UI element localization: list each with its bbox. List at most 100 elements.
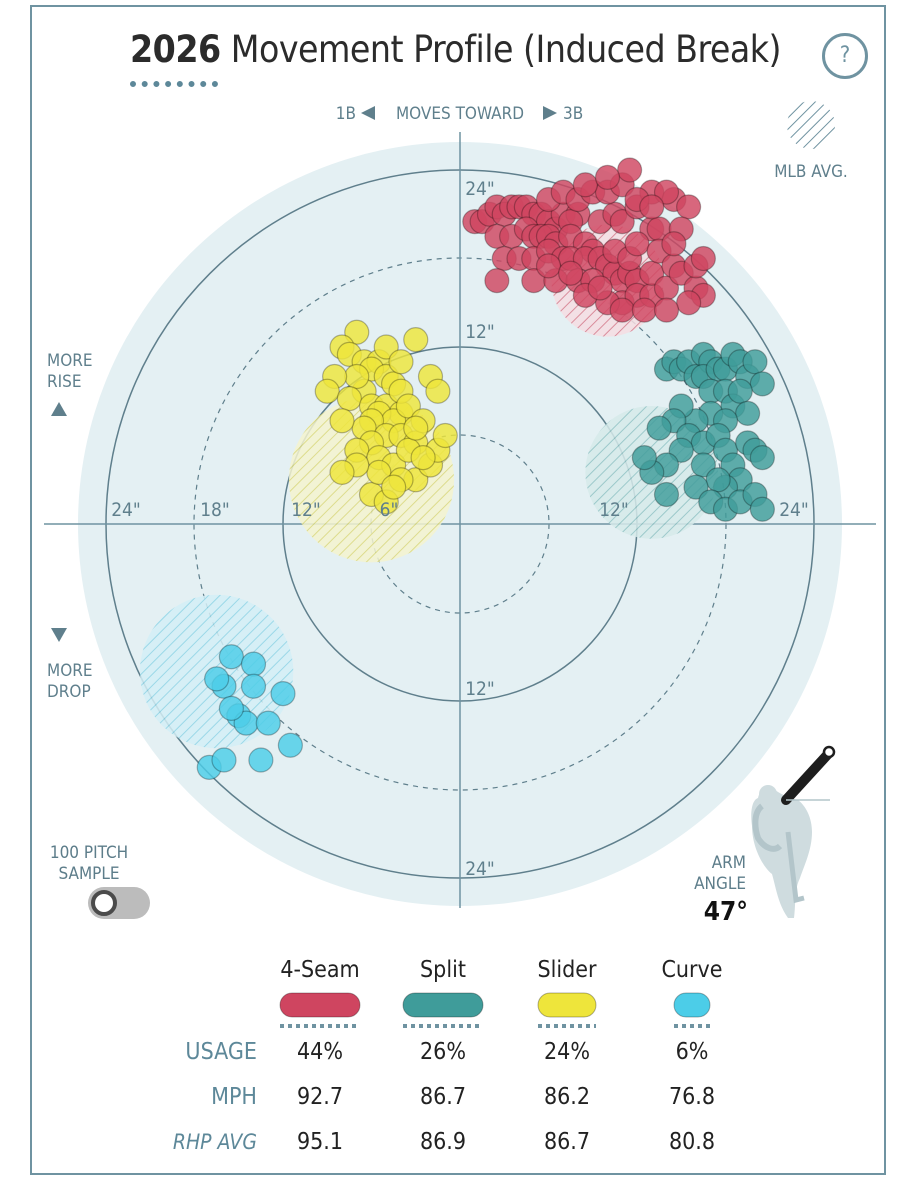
row-label-rhp-avg: RHP AVG <box>173 1130 257 1154</box>
pitch-point-slider <box>336 386 362 412</box>
legend-swatch-4-seam <box>279 992 361 1018</box>
more-drop-line1: MORE <box>47 661 93 681</box>
pitch-point-slider <box>403 415 429 441</box>
tick-label-left-6: 6" <box>380 499 399 521</box>
pitcher-silhouette-icon <box>751 745 836 918</box>
pitch-point-4-seam <box>639 260 665 286</box>
pitch-point-curve <box>218 695 244 721</box>
pitch-point-4-seam <box>631 297 657 323</box>
legend-usage-slider: 24% <box>544 1039 590 1065</box>
pitch-point-4-seam <box>572 172 598 198</box>
pitch-point-split <box>727 378 753 404</box>
pitch-point-4-seam <box>609 209 635 235</box>
legend-rhp-avg-slider: 86.7 <box>544 1129 590 1155</box>
tick-label-top-12: 12" <box>465 321 495 343</box>
pitch-point-slider <box>366 459 392 485</box>
pitch-point-4-seam <box>558 260 584 286</box>
row-label-usage: USAGE <box>185 1039 257 1065</box>
title-year: 2026 <box>130 28 221 71</box>
question-icon: ? <box>839 43 851 68</box>
pitch-point-split <box>749 445 775 471</box>
pitch-point-4-seam <box>594 164 621 190</box>
legend-usage-4-seam: 44% <box>297 1039 343 1065</box>
legend-rhp-avg-4-seam: 95.1 <box>297 1129 343 1155</box>
pitch-points-layer <box>196 157 775 780</box>
pitch-point-slider <box>410 445 436 471</box>
pitch-point-split <box>742 349 768 375</box>
arm-angle-line2: ANGLE <box>694 874 746 894</box>
pitch-legend-table: 4-Seam 44% 92.7 95.1 Split 26% 86.7 86.9 Slider 2… <box>279 957 723 1155</box>
page-title: 2026 Movement Profile (Induced Break) <box>130 28 782 71</box>
help-button[interactable]: ? <box>822 33 868 79</box>
toward-1b-label: 1B <box>336 104 356 124</box>
legend-usage-curve: 6% <box>676 1039 709 1065</box>
pitch-point-curve <box>240 673 267 699</box>
pitch-point-slider <box>314 378 340 404</box>
pitch-point-curve <box>211 747 237 773</box>
arrow-up-icon <box>51 402 67 416</box>
pitch-point-4-seam <box>609 297 635 323</box>
sample-toggle-label: 100 PITCH SAMPLE <box>44 843 134 885</box>
pitch-point-4-seam <box>690 245 716 272</box>
more-rise-line1: MORE <box>47 351 93 371</box>
pitch-point-slider <box>381 474 407 500</box>
pitch-point-split <box>653 481 680 508</box>
pitch-point-4-seam <box>617 157 643 183</box>
arm-angle-line1: ARM <box>711 853 746 873</box>
legend-swatch-curve <box>673 992 711 1018</box>
more-drop-line2: DROP <box>47 682 91 702</box>
pitch-point-slider <box>329 459 355 485</box>
pitch-point-split <box>668 437 694 463</box>
pitch-point-4-seam <box>639 194 665 220</box>
legend-name-4-seam: 4-Seam <box>280 957 359 983</box>
tick-label-top-24: 24" <box>465 178 495 200</box>
tick-label-left-12: 12" <box>291 499 321 521</box>
pitch-point-4-seam <box>661 231 687 257</box>
legend-swatch-split <box>402 992 484 1018</box>
legend-name-curve: Curve <box>661 957 722 983</box>
tick-label-left-24: 24" <box>111 499 141 521</box>
pitch-point-split <box>683 474 709 500</box>
row-label-mph: MPH <box>211 1084 257 1110</box>
legend-mph-curve: 76.8 <box>669 1084 715 1110</box>
tick-label-right-12: 12" <box>599 499 629 521</box>
pitch-point-curve <box>204 666 230 692</box>
sample-label-line1: 100 PITCH <box>49 843 129 863</box>
legend-swatch-slider <box>537 992 597 1018</box>
arrow-down-icon <box>51 628 67 642</box>
pitch-point-slider <box>388 349 414 375</box>
pitch-point-curve <box>255 710 281 736</box>
moves-toward-label: MOVES TOWARD <box>396 104 524 124</box>
toggle-knob <box>91 890 117 916</box>
toward-3b-label: 3B <box>563 104 583 124</box>
pitch-point-split <box>735 400 761 426</box>
title-text: Movement Profile (Induced Break) <box>230 28 782 71</box>
more-rise-line2: RISE <box>47 372 82 392</box>
title-underline <box>130 81 218 87</box>
mlb-avg-label: MLB AVG. <box>774 162 848 182</box>
pitch-point-slider <box>432 422 458 449</box>
sample-toggle-switch[interactable] <box>88 887 150 919</box>
pitch-point-slider <box>395 393 421 419</box>
pitch-point-split <box>705 467 731 493</box>
pitch-point-slider <box>344 363 370 390</box>
legend-rhp-avg-curve: 80.8 <box>669 1129 715 1155</box>
pitch-point-split <box>631 445 657 471</box>
pitch-point-slider <box>425 378 451 404</box>
pitch-point-split <box>646 415 672 441</box>
arrow-left-icon <box>361 106 375 120</box>
pitch-point-4-seam <box>624 231 650 257</box>
tick-label-left-18: 18" <box>200 499 230 521</box>
legend-mph-split: 86.7 <box>420 1084 466 1110</box>
tick-label-right-24: 24" <box>779 499 809 521</box>
pitch-point-curve <box>240 651 267 677</box>
pitch-point-slider <box>329 408 355 434</box>
arrow-right-icon <box>543 106 557 120</box>
pitch-point-curve <box>270 681 296 707</box>
pitch-point-split <box>749 371 775 397</box>
pitch-point-4-seam <box>653 297 680 323</box>
pitch-point-4-seam <box>676 194 702 220</box>
pitch-point-4-seam <box>587 275 613 301</box>
pitch-point-slider <box>344 319 370 345</box>
